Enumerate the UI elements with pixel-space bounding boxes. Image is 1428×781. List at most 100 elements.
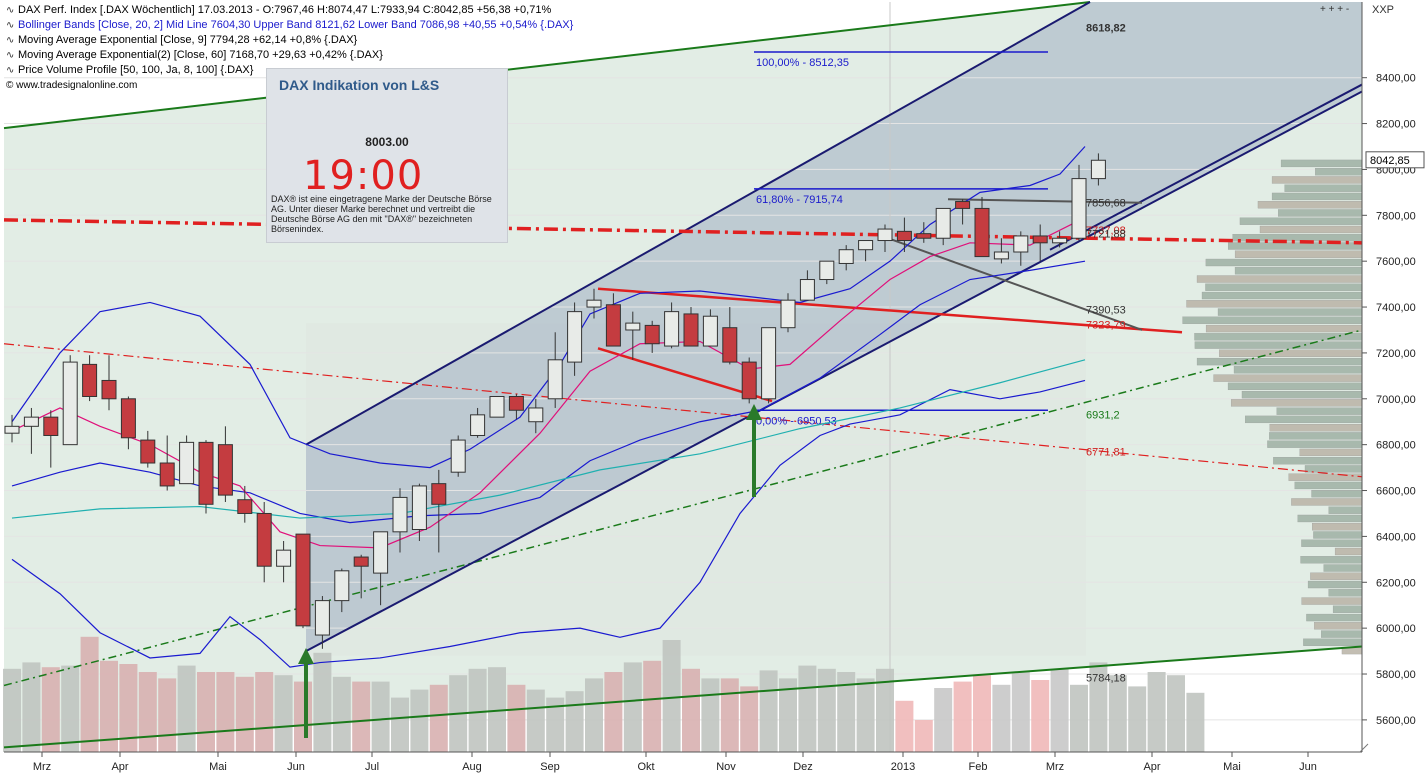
candle-body: [334, 570, 350, 602]
volume-profile-bar: [1310, 572, 1363, 580]
volume-profile-bar: [1186, 300, 1363, 308]
candle-body: [314, 600, 330, 636]
annotation-label: 6931,2: [1086, 410, 1120, 422]
volume-bar: [759, 670, 778, 752]
volume-profile-bar: [1227, 242, 1363, 250]
upper-green-trendline: [3, 1, 1091, 130]
volume-profile-bar: [1201, 291, 1363, 300]
volume-bar: [294, 681, 312, 752]
candle-body: [1013, 235, 1029, 253]
volume-profile-bar: [1297, 514, 1363, 523]
volume-bar: [371, 681, 390, 752]
info-note: DAX® ist eine eingetragene Marke der Deu…: [271, 194, 492, 234]
channel-lower: [305, 90, 1363, 652]
candle-body: [916, 233, 932, 239]
legend-bollinger: ∿ Bollinger Bands [Close, 20, 2] Mid Line…: [6, 18, 573, 34]
resize-grip-icon: [1359, 743, 1369, 753]
lower-green-trendline: [3, 645, 1363, 749]
annotation-label: 7721,88: [1086, 228, 1126, 240]
volume-profile-bar: [1241, 390, 1363, 399]
volume-profile-bar: [1182, 316, 1363, 324]
info-value: 8003.00: [365, 135, 409, 149]
volume-profile-bar: [1196, 275, 1363, 283]
candle-body: [567, 311, 583, 363]
volume-bar: [313, 652, 332, 752]
volume-bar: [837, 672, 856, 752]
volume-bar: [914, 720, 933, 752]
legend-ema9: ∿ Moving Average Exponential [Close, 9] 7…: [6, 33, 357, 49]
volume-profile-bar: [1291, 498, 1363, 506]
candle-body: [935, 207, 951, 239]
candle-body: [198, 441, 214, 505]
candle-body: [256, 512, 272, 567]
legend-volume-profile: ∿ Price Volume Profile [50, 100, Ja, 8, 1…: [6, 63, 253, 79]
candle-body: [450, 439, 466, 473]
fib-100-label: 100,00% - 8512,35: [756, 57, 849, 69]
volume-bar: [798, 665, 817, 752]
volume-bar: [604, 672, 623, 752]
candle-body: [82, 363, 98, 397]
volume-bar: [352, 681, 371, 752]
volume-profile-bar: [1269, 432, 1363, 440]
indicator-icon: ∿: [6, 20, 15, 31]
candle-body: [120, 398, 136, 439]
volume-bar: [1031, 680, 1050, 752]
legend-volume-profile-text: Price Volume Profile [50, 100, Ja, 8, 10…: [18, 64, 254, 76]
volume-profile-bar: [1323, 564, 1363, 572]
volume-bar: [468, 668, 487, 752]
volume-bar: [3, 668, 21, 752]
volume-profile-bar: [1245, 415, 1363, 424]
volume-bar: [216, 672, 235, 752]
green-arrow-left-head: [298, 648, 314, 664]
volume-profile-bar: [1334, 547, 1363, 556]
volume-profile-bar: [1234, 267, 1363, 275]
legend-dax-text: DAX Perf. Index [.DAX Wöchentlich] 17.03…: [18, 4, 552, 16]
volume-profile-bar: [1280, 159, 1363, 168]
volume-profile-bar: [1278, 209, 1363, 217]
candle-body: [392, 496, 408, 533]
candle-body: [877, 228, 893, 242]
candle-body: [722, 327, 738, 363]
candle-body: [1071, 178, 1087, 239]
y-tick-label: 6600,00: [1376, 486, 1416, 498]
volume-bar: [682, 668, 700, 752]
indicator-icon: ∿: [6, 50, 15, 61]
channel-lower-ext: [1049, 83, 1363, 251]
y-tick-label: 8400,00: [1376, 73, 1416, 85]
volume-profile-bar: [1301, 539, 1363, 547]
candle-body: [702, 315, 718, 347]
volume-bar: [391, 697, 409, 752]
volume-bar: [429, 684, 448, 752]
volume-profile-bar: [1259, 225, 1363, 234]
x-tick-label: 2013: [891, 761, 915, 773]
volume-profile-bar: [1205, 283, 1363, 291]
candle-body: [1052, 237, 1068, 244]
copyright: © www.tradesignalonline.com: [6, 80, 138, 91]
last-price-box: [1365, 151, 1425, 169]
candle-body: [605, 304, 621, 347]
window-controls[interactable]: + + + -: [1320, 4, 1350, 15]
volume-profile-bar: [1194, 333, 1363, 341]
volume-bar: [1089, 662, 1108, 752]
candle-body: [159, 462, 175, 487]
candle-body: [780, 299, 796, 329]
candle-body: [373, 531, 389, 574]
volume-bar: [1108, 675, 1127, 752]
volume-profile-bar: [1205, 324, 1363, 333]
ema60-line: [11, 359, 1086, 519]
volume-bar: [895, 700, 914, 752]
candle-body: [819, 260, 835, 281]
legend-ema9-text: Moving Average Exponential [Close, 9] 77…: [18, 34, 358, 46]
y-tick-label: 6000,00: [1376, 623, 1416, 635]
volume-bar: [643, 660, 662, 752]
y-tick-label: 8200,00: [1376, 119, 1416, 131]
chart-icon: ∿: [6, 5, 15, 16]
annotation-label: 7323,79: [1086, 320, 1126, 332]
candle-body: [179, 441, 195, 485]
volume-profile-bar: [1217, 308, 1363, 316]
candle-body: [101, 379, 117, 400]
y-tick-label: 6400,00: [1376, 531, 1416, 543]
volume-profile-bar: [1284, 184, 1363, 192]
